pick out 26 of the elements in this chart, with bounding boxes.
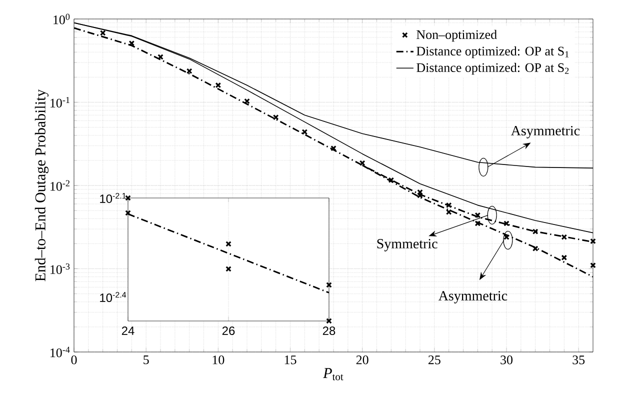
x-tick-label: 20 — [356, 356, 368, 364]
x-tick-label: 30 — [500, 356, 513, 364]
y-tick-label: 10$^{-4}$ — [50, 346, 70, 358]
annotation: 10$^{-2.4}$ — [100, 292, 126, 302]
annotation: Asymmetric — [510, 126, 580, 138]
x-tick-label: 15 — [284, 356, 296, 364]
y-tick-label: 10$^{-1}$ — [50, 96, 70, 108]
legend-label: Distance optimized: OP at S$_{1}$ — [416, 46, 569, 58]
x-tick-label: 25 — [428, 356, 440, 364]
x-tick-label: 35 — [572, 356, 585, 364]
x-tick-label: 5 — [144, 356, 149, 364]
y-tick-label: 10$^{0}$ — [54, 14, 70, 24]
x-tick-label: 26 — [222, 326, 235, 336]
x-tick-label: 24 — [122, 326, 134, 335]
y-axis-title: End–to–End Outage Probability — [34, 89, 49, 282]
annotation: Asymmetric — [438, 291, 508, 304]
legend-label: Distance optimized: OP at S$_{2}$ — [416, 62, 569, 75]
x-tick-label: 0 — [71, 356, 77, 364]
annotation: 10$^{-2.1}$ — [100, 192, 126, 204]
legend-label: Non–optimized — [416, 30, 497, 42]
annotation: Symmetric — [377, 239, 438, 252]
x-axis-title: P$_{tot}$ — [323, 368, 344, 380]
y-tick-label: 10$^{-3}$ — [50, 263, 70, 274]
y-tick-label: 10$^{-2}$ — [50, 180, 70, 191]
x-tick-label: 28 — [322, 326, 336, 336]
x-tick-label: 10 — [212, 356, 224, 364]
